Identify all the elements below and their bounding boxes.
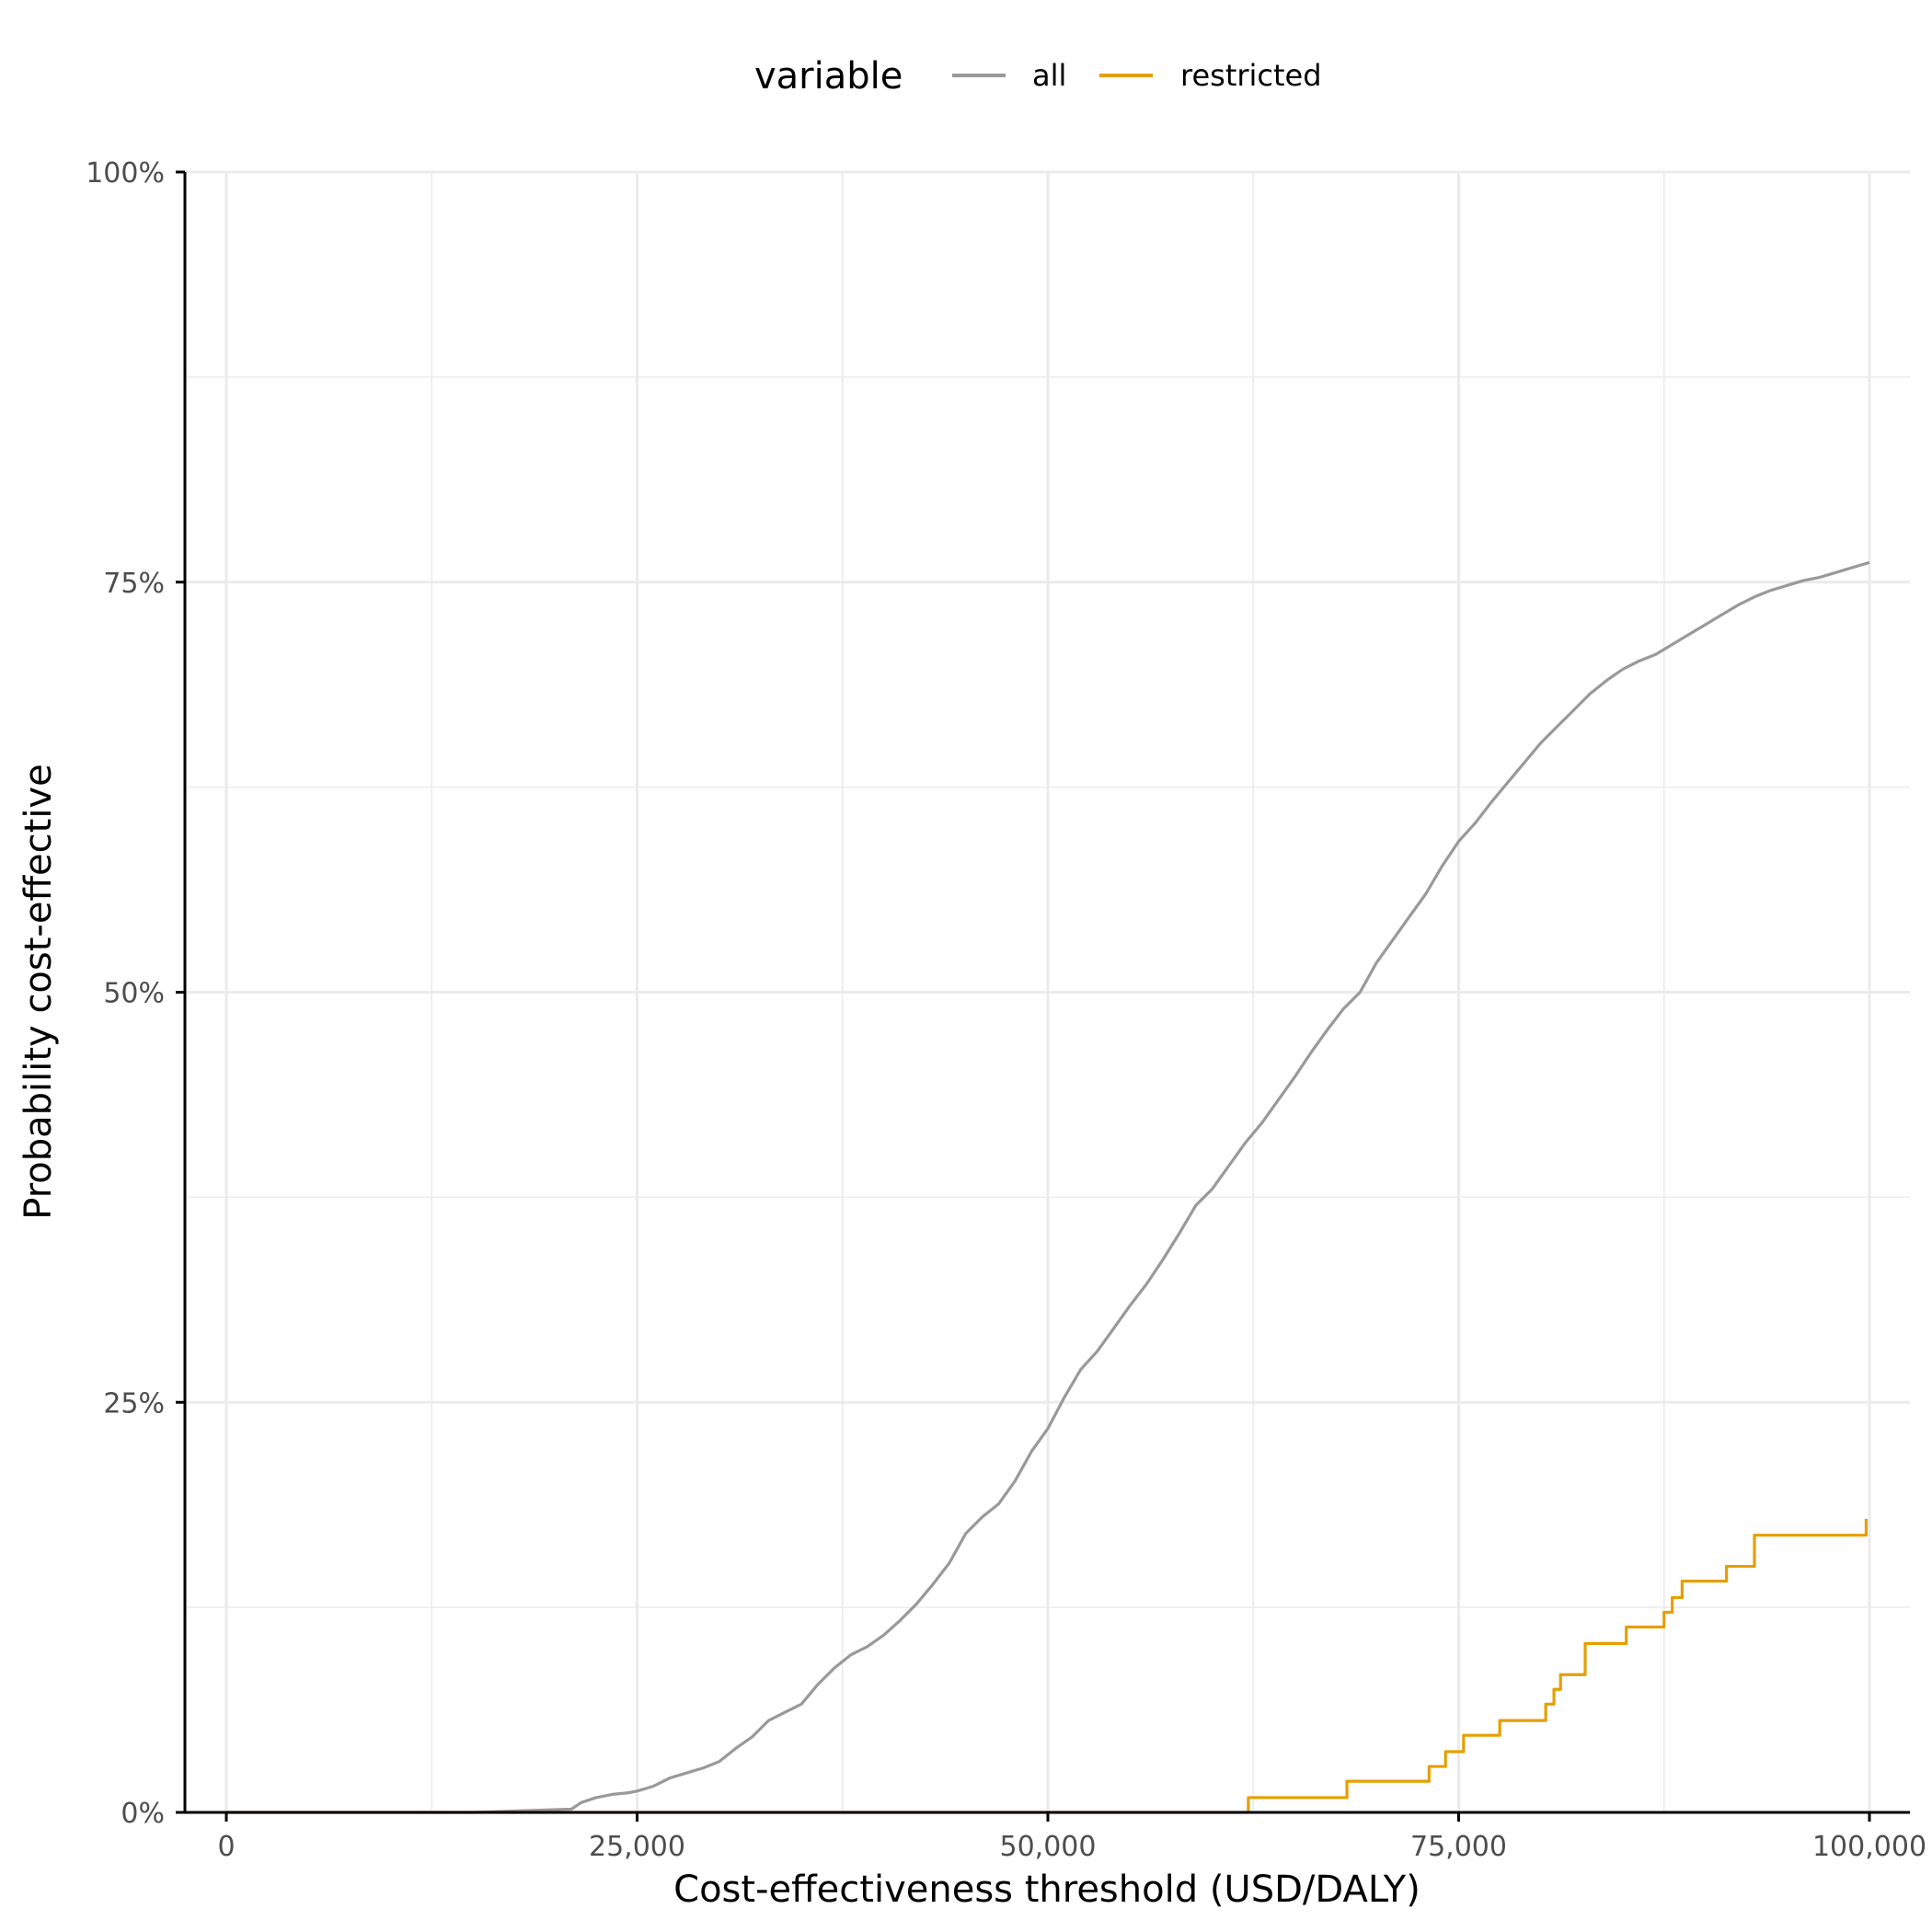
x-tick-label: 0 [217,1831,235,1863]
y-tick-label: 100% [86,157,165,190]
gridlines [185,170,1910,1814]
legend-label-all: all [1032,58,1066,93]
x-tick-label: 25,000 [589,1831,685,1863]
legend-label-restricted: restricted [1180,58,1322,93]
x-axis-title: Cost-effectiveness threshold (USD/DALY) [673,1869,1420,1911]
x-tick-label: 50,000 [1000,1831,1097,1863]
legend-title: variable [754,55,903,98]
y-axis-title: Probability cost-effective [17,764,60,1219]
y-tick-label: 75% [103,568,165,600]
y-tick-label: 50% [103,978,165,1010]
legend: variable all restricted [754,55,1322,98]
x-tick-label: 75,000 [1410,1831,1507,1863]
series-layer [226,560,1870,1814]
x-ticks: 0 25,000 50,000 75,000 100,000 [217,1812,1926,1863]
y-tick-label: 25% [103,1387,165,1420]
series-line-all [226,560,1870,1814]
y-ticks: 0% 25% 50% 75% 100% [86,157,185,1830]
x-tick-label: 100,000 [1812,1831,1926,1863]
series-line-restricted [226,1518,1869,1814]
y-tick-label: 0% [121,1798,165,1830]
